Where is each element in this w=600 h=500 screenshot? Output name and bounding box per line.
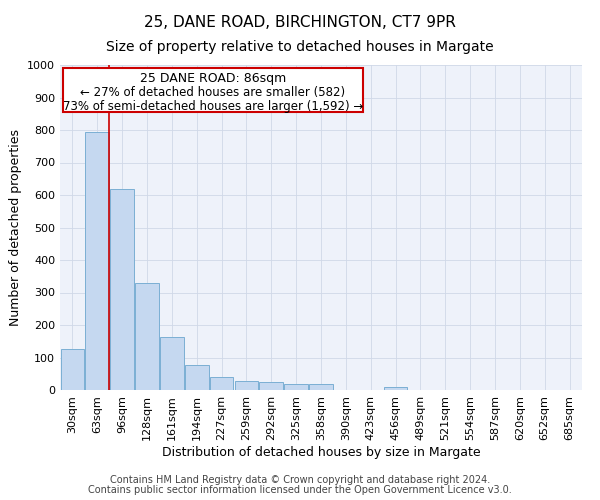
Text: Contains HM Land Registry data © Crown copyright and database right 2024.: Contains HM Land Registry data © Crown c… [110,475,490,485]
Text: 25 DANE ROAD: 86sqm: 25 DANE ROAD: 86sqm [140,72,286,85]
Bar [110,188,134,390]
Bar [284,384,308,390]
Y-axis label: Number of detached properties: Number of detached properties [8,129,22,326]
Bar [160,338,184,390]
FancyBboxPatch shape [62,68,363,112]
Bar [85,132,109,390]
Text: ← 27% of detached houses are smaller (582): ← 27% of detached houses are smaller (58… [80,86,345,99]
Text: Contains public sector information licensed under the Open Government Licence v3: Contains public sector information licen… [88,485,512,495]
Bar [259,382,283,390]
Bar [235,381,258,390]
Text: 73% of semi-detached houses are larger (1,592) →: 73% of semi-detached houses are larger (… [62,100,363,112]
Text: Size of property relative to detached houses in Margate: Size of property relative to detached ho… [106,40,494,54]
Bar [135,284,159,390]
Text: 25, DANE ROAD, BIRCHINGTON, CT7 9PR: 25, DANE ROAD, BIRCHINGTON, CT7 9PR [144,15,456,30]
Bar [185,364,209,390]
Bar [210,377,233,390]
Bar [384,387,407,390]
Bar [309,384,333,390]
Bar [61,350,84,390]
X-axis label: Distribution of detached houses by size in Margate: Distribution of detached houses by size … [161,446,481,458]
